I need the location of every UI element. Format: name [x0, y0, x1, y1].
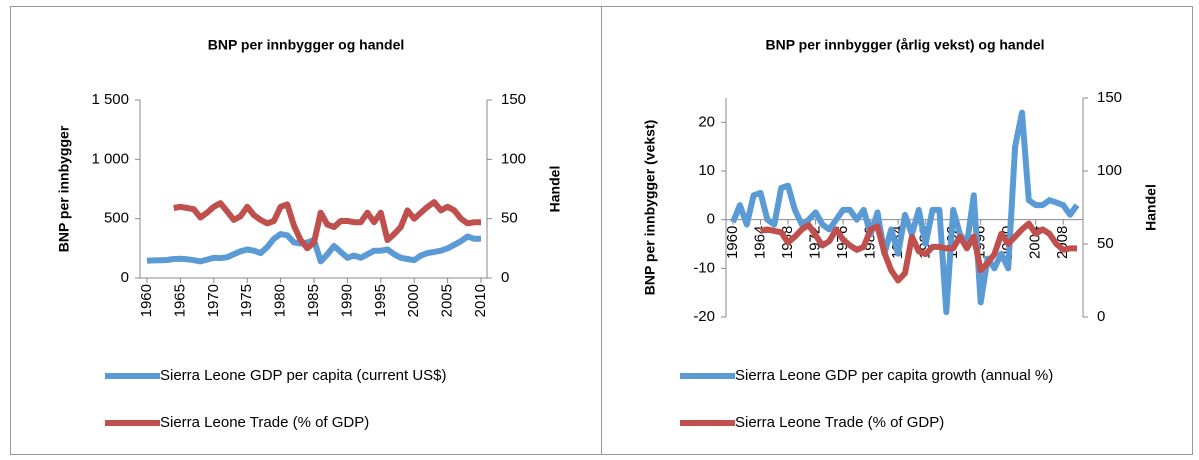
- chart-title: BNP per innbygger og handel: [208, 37, 405, 53]
- y-tick-label: 0: [707, 211, 715, 228]
- series-line: [730, 109, 1080, 316]
- y-tick-label: 10: [698, 162, 715, 179]
- x-tick-label: 1995: [372, 284, 389, 317]
- y-tick-label: -10: [693, 259, 715, 276]
- x-tick-label: 1960: [724, 226, 741, 259]
- y-tick-label: 0: [121, 269, 129, 286]
- legend-label: Sierra Leone Trade (% of GDP): [160, 414, 369, 431]
- y2-axis-title: Handel: [547, 166, 563, 213]
- y2-tick-label: 150: [501, 91, 526, 108]
- y2-tick-label: 50: [1097, 235, 1114, 252]
- x-tick-label: 1960: [138, 284, 155, 317]
- x-tick-label: 1985: [305, 284, 322, 317]
- x-tick-label: 1964: [751, 226, 768, 259]
- y-axis-title: BNP per innbygger: [56, 125, 72, 252]
- legend-label: Sierra Leone GDP per capita (current US$…: [160, 367, 447, 384]
- x-tick-label: 2010: [472, 284, 489, 317]
- y-tick-label: 500: [104, 210, 129, 227]
- y2-tick-label: 100: [501, 150, 526, 167]
- y-tick-label: 1 500: [91, 91, 129, 108]
- y2-tick-label: 50: [501, 210, 518, 227]
- y-axis-title: BNP per innbygger (vekst): [642, 120, 658, 296]
- y2-axis-title: Handel: [1143, 184, 1159, 231]
- y-tick-label: 20: [698, 113, 715, 130]
- legend-label: Sierra Leone Trade (% of GDP): [735, 414, 944, 431]
- y-tick-label: 1 000: [91, 150, 129, 167]
- x-tick-label: 1980: [272, 284, 289, 317]
- x-tick-label: 2005: [439, 284, 456, 317]
- y2-tick-label: 0: [1097, 308, 1105, 325]
- y2-tick-label: 150: [1097, 89, 1122, 106]
- x-tick-label: 2000: [405, 284, 422, 317]
- series-line: [173, 199, 481, 252]
- y2-tick-label: 100: [1097, 162, 1122, 179]
- legend-label: Sierra Leone GDP per capita growth (annu…: [735, 367, 1053, 384]
- y-tick-label: -20: [693, 308, 715, 325]
- x-tick-label: 1975: [238, 284, 255, 317]
- series-line: [759, 220, 1077, 284]
- x-tick-label: 1990: [338, 284, 355, 317]
- x-tick-label: 1970: [205, 284, 222, 317]
- x-tick-label: 1965: [171, 284, 188, 317]
- y2-tick-label: 0: [501, 269, 509, 286]
- chart-title: BNP per innbygger (årlig vekst) og hande…: [765, 37, 1044, 53]
- x-tick-label: 1972: [807, 226, 824, 259]
